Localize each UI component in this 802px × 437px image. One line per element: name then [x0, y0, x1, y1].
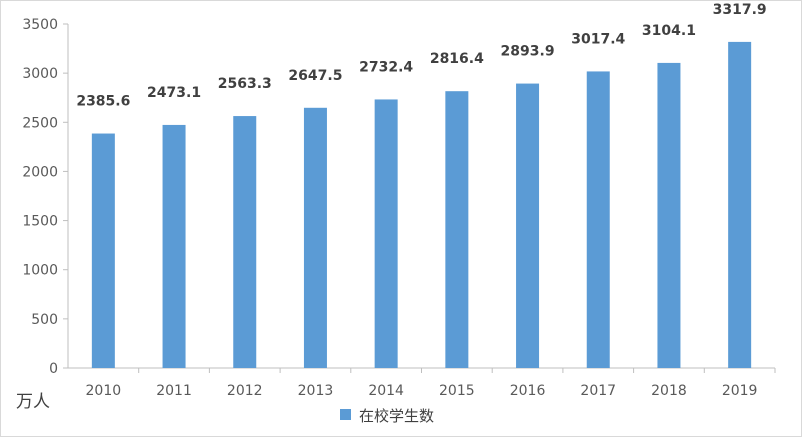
x-tick-label-2017: 2017 — [580, 383, 616, 399]
bar-2015 — [445, 91, 469, 369]
bars — [91, 41, 752, 369]
data-label-2014: 2732.4 — [359, 59, 413, 75]
x-tick-label-2018: 2018 — [651, 383, 687, 399]
x-axis-ticks: 2010 2011 2012 2013 2014 2015 2016 2017 2018 2019 — [86, 368, 776, 399]
x-tick-label-2014: 2014 — [368, 383, 404, 399]
watermark-text: 三财税海研语 — [658, 396, 748, 414]
data-label-2018: 3104.1 — [642, 23, 696, 39]
y-axis-unit-label: 万人 — [16, 392, 50, 412]
data-label-2012: 2563.3 — [218, 76, 272, 92]
y-tick-label: 1000 — [22, 263, 58, 279]
data-label-2013: 2647.5 — [288, 68, 342, 84]
y-tick-label: 500 — [31, 312, 58, 328]
y-tick-label: 0 — [49, 361, 58, 377]
y-tick-label: 3000 — [22, 66, 58, 82]
y-tick-label: 2000 — [22, 164, 58, 180]
x-tick-label-2013: 2013 — [298, 383, 334, 399]
x-tick-label-2012: 2012 — [227, 383, 263, 399]
bar-2017 — [586, 71, 610, 369]
bar-2016 — [516, 83, 540, 368]
data-label-2010: 2385.6 — [76, 94, 130, 110]
data-label-2016: 2893.9 — [501, 44, 555, 60]
bar-2019 — [728, 41, 752, 368]
data-label-2015: 2816.4 — [430, 51, 484, 67]
x-tick-label-2019: 2019 — [722, 383, 758, 399]
x-tick-label-2010: 2010 — [86, 383, 122, 399]
watermark: 三财税海研语 — [624, 393, 748, 415]
bar-2010 — [91, 133, 115, 368]
data-label-2017: 3017.4 — [571, 31, 625, 47]
y-tick-label: 2500 — [22, 115, 58, 131]
bar-2018 — [657, 62, 681, 368]
y-tick-label: 3500 — [22, 17, 58, 33]
y-axis-ticks: 0 500 1000 1500 2000 2500 3000 3500 — [22, 17, 68, 377]
bar-2012 — [233, 116, 257, 368]
legend-label: 在校学生数 — [359, 407, 434, 425]
x-tick-label-2011: 2011 — [156, 383, 192, 399]
x-tick-label-2015: 2015 — [439, 383, 475, 399]
data-label-2019: 3317.9 — [713, 2, 767, 18]
bar-2013 — [303, 107, 327, 368]
wechat-icon — [624, 393, 652, 415]
y-tick-label: 1500 — [22, 214, 58, 230]
bar-2014 — [374, 99, 398, 368]
bar-2011 — [162, 124, 186, 369]
legend-swatch — [340, 409, 351, 420]
legend: 在校学生数 — [340, 407, 434, 425]
x-tick-label-2016: 2016 — [510, 383, 546, 399]
data-labels: 2385.6 2473.1 2563.3 2647.5 2732.4 2816.4 2893… — [76, 2, 766, 110]
data-label-2011: 2473.1 — [147, 85, 201, 101]
